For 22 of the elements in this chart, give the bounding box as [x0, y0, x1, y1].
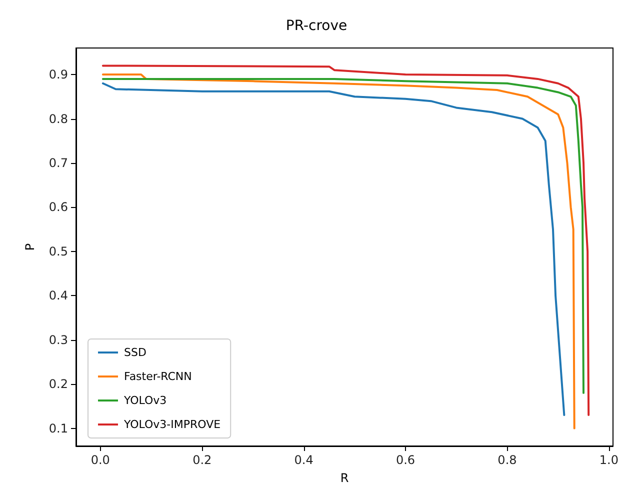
y-tick-label: 0.2 [48, 377, 68, 392]
x-tick-label: 0.4 [294, 453, 314, 467]
y-tick-label: 0.6 [48, 200, 68, 214]
y-tick-label: 0.5 [48, 244, 68, 258]
y-axis-title: P [23, 243, 37, 251]
x-axis-title: R [340, 471, 349, 485]
legend-label: YOLOv3 [123, 394, 167, 407]
legend-label: SSD [124, 346, 146, 359]
y-tick-label: 0.4 [48, 288, 68, 303]
y-tick-label: 0.1 [48, 421, 68, 436]
x-tick-label: 0.6 [396, 453, 416, 467]
y-tick-label: 0.9 [48, 68, 68, 82]
x-tick-label: 1.0 [599, 453, 618, 467]
y-tick-label: 0.7 [48, 156, 68, 170]
y-tick-label: 0.8 [48, 112, 68, 126]
y-tick-label: 0.3 [48, 332, 68, 347]
x-tick-label: 0.2 [192, 453, 212, 467]
legend-label: YOLOv3-IMPROVE [123, 418, 221, 431]
chart-title: PR-crove [286, 18, 348, 34]
legend-label: Faster-RCNN [124, 370, 192, 383]
x-tick-label: 0.0 [90, 453, 110, 467]
x-tick-label: 0.8 [498, 453, 517, 467]
